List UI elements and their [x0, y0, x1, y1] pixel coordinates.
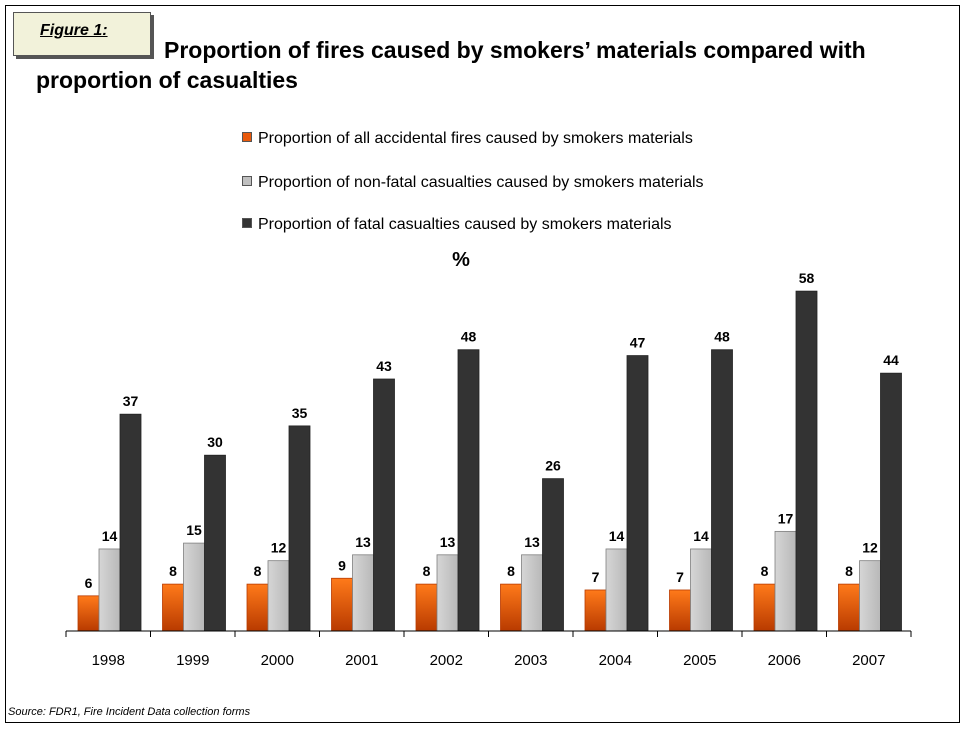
data-label-fatal-2003: 26 [545, 458, 561, 474]
bar-nonfatal-2004 [605, 548, 628, 632]
bar-fires-2000 [246, 583, 269, 632]
data-label-fires-2002: 8 [423, 563, 431, 579]
data-label-fires-2000: 8 [254, 563, 262, 579]
bar-fatal-1998 [119, 413, 142, 632]
data-label-fatal-2005: 48 [714, 329, 730, 345]
x-tick-label-1998: 1998 [92, 652, 125, 669]
data-label-fires-2005: 7 [676, 569, 684, 585]
legend-item-fatal: Proportion of fatal casualties caused by… [242, 216, 672, 234]
data-label-nonfatal-2005: 14 [693, 528, 709, 544]
data-label-fatal-1998: 37 [123, 393, 139, 409]
chart-title-text: Proportion of fires caused by smokers’ m… [36, 37, 866, 93]
bar-nonfatal-2002 [436, 554, 459, 632]
bar-fires-2002 [415, 583, 438, 632]
data-label-fires-1998: 6 [85, 575, 93, 591]
data-label-fires-2004: 7 [592, 569, 600, 585]
x-tick-label-2005: 2005 [683, 652, 716, 669]
legend-swatch-fires [242, 132, 252, 142]
data-label-fires-2003: 8 [507, 563, 515, 579]
x-tick-label-2002: 2002 [430, 652, 463, 669]
data-label-nonfatal-2003: 13 [524, 534, 540, 550]
bar-fires-2006 [753, 583, 776, 632]
bar-nonfatal-2000 [267, 560, 290, 632]
data-label-nonfatal-2004: 14 [609, 528, 625, 544]
bar-fires-1999 [162, 583, 184, 632]
bar-nonfatal-1998 [98, 548, 121, 632]
bar-fires-2005 [669, 589, 691, 632]
data-label-nonfatal-2002: 13 [440, 534, 456, 550]
legend-swatch-fatal [242, 218, 252, 228]
data-label-fires-2001: 9 [338, 557, 346, 573]
bar-nonfatal-2006 [774, 530, 797, 632]
bar-fatal-2002 [457, 349, 480, 632]
data-label-fatal-2004: 47 [630, 335, 646, 351]
x-tick-label-2000: 2000 [261, 652, 294, 669]
source-note: Source: FDR1, Fire Incident Data collect… [8, 706, 251, 718]
legend-label-nonfatal: Proportion of non-fatal casualties cause… [258, 174, 704, 191]
data-label-nonfatal-1998: 14 [102, 528, 118, 544]
legend-item-nonfatal: Proportion of non-fatal casualties cause… [242, 174, 704, 192]
bar-fatal-1999 [204, 454, 226, 632]
figure-label: Figure 1: [13, 12, 151, 56]
bar-nonfatal-2005 [690, 548, 712, 632]
data-label-fatal-2007: 44 [883, 352, 899, 368]
data-label-fatal-2002: 48 [461, 329, 477, 345]
data-label-nonfatal-2001: 13 [355, 534, 371, 550]
x-tick-label-1999: 1999 [176, 652, 209, 669]
data-label-fires-2007: 8 [845, 563, 853, 579]
bar-nonfatal-2003 [521, 554, 543, 632]
data-label-nonfatal-2007: 12 [862, 540, 878, 556]
bar-fatal-2001 [373, 378, 395, 632]
bar-nonfatal-1999 [183, 542, 205, 632]
y-unit-label: % [452, 249, 470, 271]
legend-swatch-nonfatal [242, 176, 252, 186]
data-label-fatal-1999: 30 [207, 434, 223, 450]
bar-fatal-2000 [288, 425, 311, 632]
x-tick-label-2007: 2007 [852, 652, 885, 669]
data-label-fatal-2006: 58 [799, 270, 815, 286]
bar-fires-1998 [77, 595, 100, 632]
data-label-fatal-2000: 35 [292, 405, 308, 421]
bar-nonfatal-2001 [352, 554, 374, 632]
chart-title: Proportion of fires caused by smokers’ m… [36, 35, 936, 95]
bar-fatal-2004 [626, 355, 649, 632]
data-label-fires-2006: 8 [761, 563, 769, 579]
data-label-fatal-2001: 43 [376, 358, 392, 374]
data-label-fires-1999: 8 [169, 563, 177, 579]
x-tick-label-2001: 2001 [345, 652, 378, 669]
bar-fatal-2006 [795, 290, 818, 632]
data-label-nonfatal-2006: 17 [778, 510, 794, 526]
legend-item-fires: Proportion of all accidental fires cause… [242, 130, 693, 148]
bar-fatal-2003 [542, 478, 564, 632]
bar-nonfatal-2007 [859, 560, 881, 632]
legend-label-fatal: Proportion of fatal casualties caused by… [258, 216, 672, 233]
bar-fires-2003 [500, 583, 522, 632]
legend-label-fires: Proportion of all accidental fires cause… [258, 130, 693, 147]
bar-fatal-2005 [711, 349, 733, 632]
x-tick-label-2003: 2003 [514, 652, 547, 669]
bar-fires-2004 [584, 589, 607, 632]
bar-fatal-2007 [880, 372, 902, 632]
bar-fires-2001 [331, 577, 353, 632]
x-tick-label-2006: 2006 [768, 652, 801, 669]
x-tick-label-2004: 2004 [599, 652, 632, 669]
data-label-nonfatal-2000: 12 [271, 540, 287, 556]
bar-fires-2007 [838, 583, 860, 632]
data-label-nonfatal-1999: 15 [186, 522, 202, 538]
